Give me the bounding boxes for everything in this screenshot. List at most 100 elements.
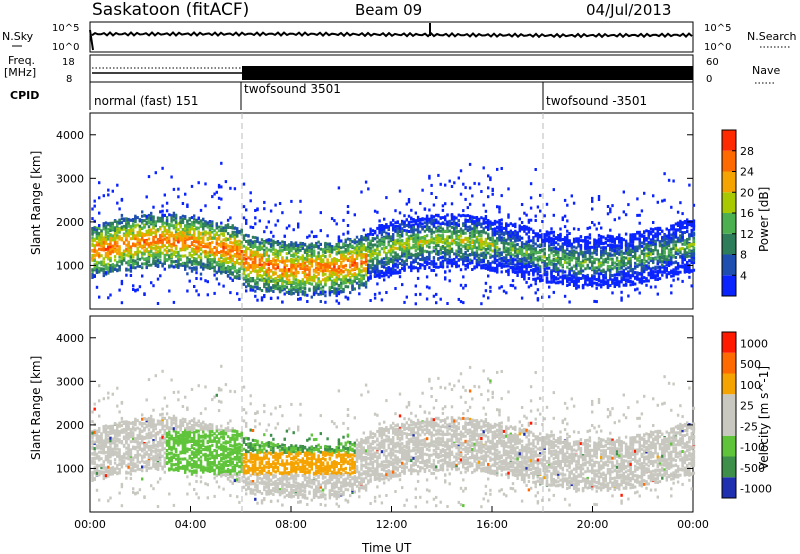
power-cell [91,270,94,274]
power-cell [432,241,436,245]
power-cell [380,259,384,262]
power-cell [263,200,266,204]
power-cell [258,267,261,271]
power-cell [93,219,96,223]
power-cell [177,250,180,254]
power-cell [278,276,282,280]
power-cell [254,269,257,273]
power-cell [267,271,270,275]
power-cell [498,224,501,228]
power-cell [156,228,160,232]
power-cell [197,236,200,240]
power-cell [351,263,354,267]
power-cell [353,277,356,281]
power-cell [511,244,515,248]
power-cell [283,242,286,246]
power-cell [127,262,130,266]
power-cell [193,262,196,266]
power-cell [525,262,528,266]
power-cell [353,213,356,217]
power-cell [464,222,467,226]
power-cell [441,251,445,255]
power-cell [477,263,481,267]
power-cell [242,244,246,248]
power-cell [141,232,144,236]
power-cell [150,254,153,258]
power-cell [383,264,386,267]
power-cell [516,254,519,258]
power-cell [299,210,302,214]
power-cell [349,238,352,242]
power-cell [514,286,517,290]
power-cell [473,241,476,245]
power-cell [177,195,180,199]
power-cell [496,239,499,243]
power-cell [251,279,255,283]
power-cell [260,266,264,270]
power-cell [100,237,103,241]
power-cell [324,263,327,267]
power-cell [288,278,291,282]
power-cell [276,242,280,246]
power-cell [297,283,300,287]
power-cell [211,220,214,224]
power-cell [136,223,139,227]
power-cell [328,265,332,269]
power-cell [450,239,454,243]
power-cell [177,233,180,236]
power-cell [371,238,375,242]
power-cell [147,237,151,241]
power-cell [385,253,388,257]
power-cell [211,263,214,267]
power-cell [455,230,458,234]
power-cell [206,260,209,264]
power-cell [145,229,148,233]
power-cell [179,258,182,262]
power-cell [134,219,137,223]
power-cell [453,181,456,185]
power-cell [459,214,463,218]
power-cell [168,223,171,227]
power-cell [457,250,460,254]
power-cell [401,239,404,243]
power-cell [450,202,454,206]
power-cell [308,243,311,247]
power-cell [482,251,485,255]
power-cell [111,234,114,238]
power-cell [484,217,488,221]
power-cell [152,242,155,246]
power-cell [159,258,162,262]
power-cell [444,246,447,250]
power-cell [450,230,454,234]
power-cell [143,262,146,266]
power-cell [389,239,393,243]
power-cell [464,257,467,261]
power-cell [233,253,237,256]
power-cell [464,284,467,288]
power-cell [518,229,521,233]
power-cell [165,259,169,262]
power-cell [489,226,492,230]
power-cell [367,270,370,274]
power-cell [231,278,234,282]
power-cell [195,267,198,271]
power-cell [355,235,359,239]
power-cell [358,286,361,290]
power-cell [247,273,250,277]
power-cell [337,259,341,262]
power-cell [398,271,402,275]
power-cell [471,249,474,253]
power-cell [419,221,422,225]
power-cell [256,208,259,212]
power-cell [301,265,304,269]
power-cell [446,248,449,252]
power-cell [507,262,510,266]
power-cell [278,249,282,253]
power-cell [172,242,176,246]
power-cell [269,262,273,266]
power-cell [466,214,469,218]
power-cell [346,210,350,214]
power-cell [297,222,300,226]
power-cell [435,250,438,254]
power-cell [125,226,128,230]
